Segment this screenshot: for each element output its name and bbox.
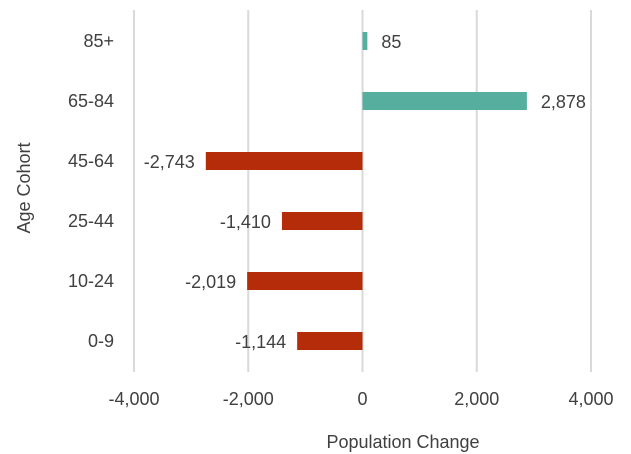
x-tick-label: -2,000 — [223, 389, 274, 409]
x-tick-label: -4,000 — [108, 389, 159, 409]
data-label: 2,878 — [541, 92, 586, 112]
category-label: 10-24 — [68, 271, 114, 291]
data-labels: 85 2,878 -2,743 -1,410 -2,019 -1,144 — [144, 32, 586, 352]
bar-10-24 — [247, 272, 363, 290]
data-label: -1,410 — [220, 212, 271, 232]
category-label: 0-9 — [88, 331, 114, 351]
bar-45-64 — [205, 152, 363, 170]
x-tick-label: 4,000 — [568, 389, 613, 409]
bar-25-44 — [281, 212, 363, 230]
category-label: 85+ — [83, 31, 114, 51]
bar-0-9 — [297, 332, 363, 350]
x-tick-label: 2,000 — [454, 389, 499, 409]
x-tick-labels: -4,000 -2,000 0 2,000 4,000 — [108, 389, 613, 409]
category-label: 65-84 — [68, 91, 114, 111]
data-label: 85 — [381, 32, 401, 52]
bar-65-84 — [362, 92, 527, 110]
x-axis-title: Population Change — [326, 432, 479, 452]
category-label: 25-44 — [68, 211, 114, 231]
category-label: 45-64 — [68, 151, 114, 171]
data-label: -1,144 — [235, 332, 286, 352]
category-labels: 85+ 65-84 45-64 25-44 10-24 0-9 — [68, 31, 114, 351]
data-label: -2,019 — [185, 272, 236, 292]
bar-85+ — [362, 32, 368, 50]
y-axis-title: Age Cohort — [14, 142, 34, 233]
gridlines — [133, 10, 592, 372]
data-label: -2,743 — [144, 152, 195, 172]
bars — [205, 32, 527, 350]
x-tick-label: 0 — [357, 389, 367, 409]
